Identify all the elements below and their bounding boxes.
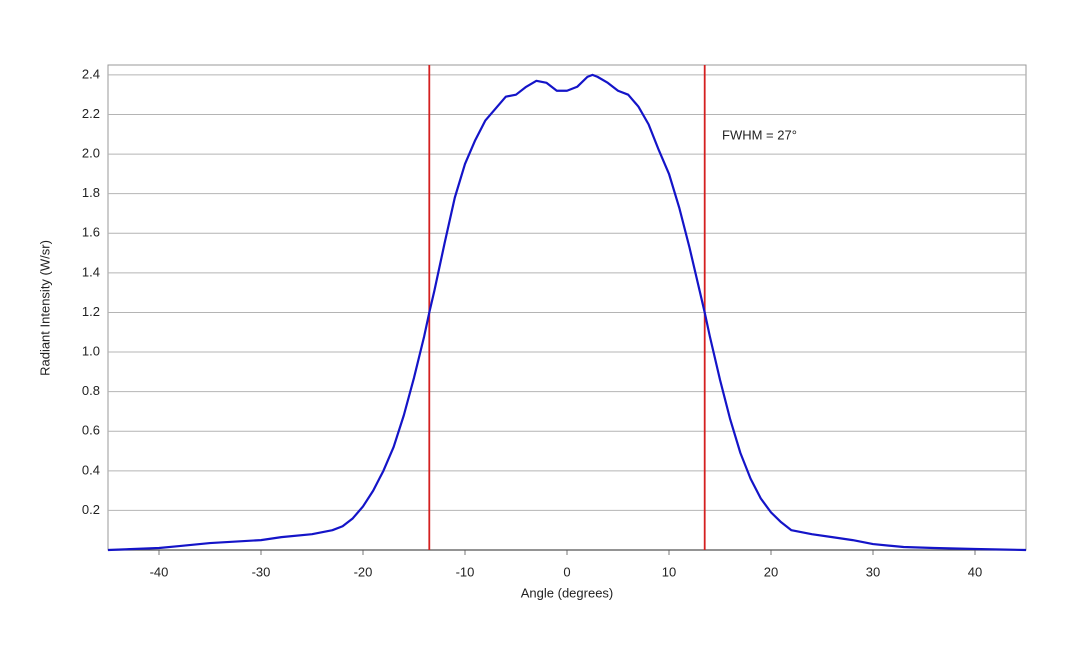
y-axis-label: Radiant Intensity (W/sr) — [37, 240, 52, 376]
y-tick-label: 0.8 — [82, 383, 100, 398]
y-tick-label: 2.0 — [82, 146, 100, 161]
y-tick-label: 0.4 — [82, 462, 100, 477]
x-tick-label: -40 — [150, 564, 169, 579]
x-tick-label: -20 — [354, 564, 373, 579]
y-tick-label: 0.2 — [82, 502, 100, 517]
y-tick-label: 1.8 — [82, 185, 100, 200]
intensity-line — [107, 73, 1027, 552]
y-tick-label: 1.4 — [82, 264, 100, 279]
x-tick-label: 10 — [662, 564, 676, 579]
x-tick-label: 40 — [968, 564, 982, 579]
y-tick-label: 1.6 — [82, 225, 100, 240]
annotation: FWHM = 27° — [722, 127, 797, 142]
plot-area — [107, 64, 1027, 551]
x-tick-label: 30 — [866, 564, 880, 579]
x-axis-label: Angle (degrees) — [521, 585, 614, 600]
x-tick-label: 20 — [764, 564, 778, 579]
y-tick-label: 2.2 — [82, 106, 100, 121]
y-tick-label: 0.6 — [82, 423, 100, 438]
x-tick-label: -10 — [456, 564, 475, 579]
y-tick-label: 2.4 — [82, 66, 100, 81]
x-tick-label: 0 — [563, 564, 570, 579]
y-tick-label: 1.2 — [82, 304, 100, 319]
x-tick-label: -30 — [252, 564, 271, 579]
y-tick-label: 1.0 — [82, 343, 100, 358]
